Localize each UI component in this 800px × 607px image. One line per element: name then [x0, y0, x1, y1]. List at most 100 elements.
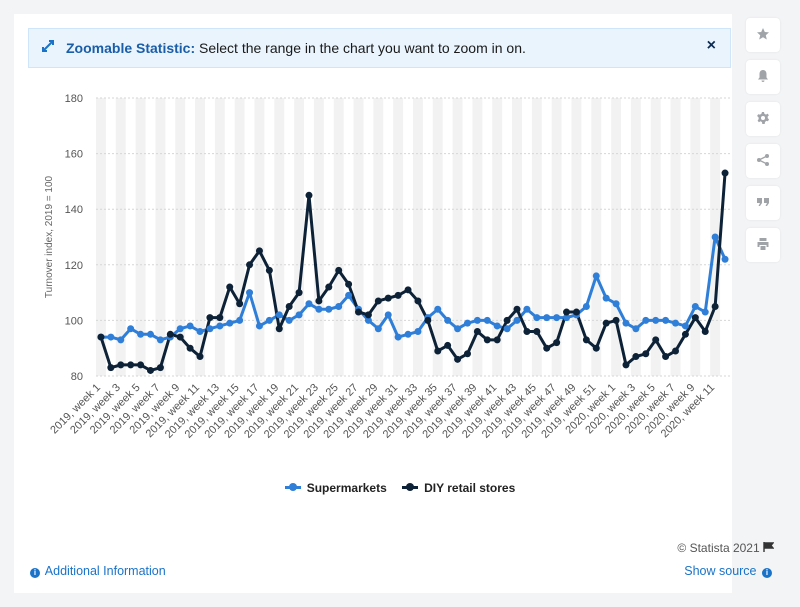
data-point-series-1[interactable] — [226, 283, 234, 291]
data-point-series-1[interactable] — [553, 339, 561, 347]
data-point-series-1[interactable] — [285, 303, 293, 310]
data-point-series-0[interactable] — [196, 328, 204, 336]
data-point-series-0[interactable] — [265, 316, 273, 324]
data-point-series-0[interactable] — [206, 325, 214, 333]
data-point-series-0[interactable] — [246, 289, 254, 297]
data-point-series-0[interactable] — [394, 333, 402, 341]
data-point-series-1[interactable] — [265, 266, 273, 274]
data-point-series-1[interactable] — [582, 336, 590, 344]
data-point-series-1[interactable] — [176, 333, 184, 341]
data-point-series-1[interactable] — [503, 316, 511, 324]
data-point-series-0[interactable] — [374, 325, 382, 333]
data-point-series-1[interactable] — [473, 328, 481, 336]
data-point-series-1[interactable] — [146, 366, 154, 374]
data-point-series-1[interactable] — [374, 297, 382, 305]
data-point-series-1[interactable] — [721, 169, 729, 177]
data-point-series-0[interactable] — [711, 233, 719, 241]
data-point-series-0[interactable] — [315, 305, 323, 313]
data-point-series-1[interactable] — [295, 289, 303, 297]
data-point-series-0[interactable] — [156, 336, 164, 344]
data-point-series-1[interactable] — [622, 361, 630, 369]
data-point-series-1[interactable] — [394, 291, 402, 299]
data-point-series-1[interactable] — [305, 191, 313, 199]
data-point-series-1[interactable] — [612, 316, 620, 324]
data-point-series-1[interactable] — [335, 266, 343, 274]
data-point-series-1[interactable] — [186, 344, 194, 352]
data-point-series-0[interactable] — [186, 322, 194, 330]
data-point-series-0[interactable] — [414, 328, 422, 336]
data-point-series-0[interactable] — [295, 311, 303, 319]
data-point-series-1[interactable] — [156, 364, 164, 372]
data-point-series-0[interactable] — [345, 291, 353, 299]
data-point-series-0[interactable] — [364, 316, 372, 324]
data-point-series-1[interactable] — [414, 297, 422, 305]
data-point-series-1[interactable] — [345, 280, 353, 288]
data-point-series-0[interactable] — [681, 322, 689, 330]
data-point-series-1[interactable] — [711, 303, 719, 310]
data-point-series-1[interactable] — [355, 308, 363, 316]
data-point-series-1[interactable] — [592, 344, 600, 352]
data-point-series-0[interactable] — [602, 294, 610, 302]
star-button[interactable] — [746, 18, 780, 52]
data-point-series-1[interactable] — [691, 314, 699, 322]
data-point-series-1[interactable] — [127, 361, 135, 369]
data-point-series-1[interactable] — [672, 347, 680, 355]
data-point-series-1[interactable] — [632, 353, 640, 361]
print-button[interactable] — [746, 228, 780, 262]
data-point-series-1[interactable] — [483, 336, 491, 344]
data-point-series-1[interactable] — [275, 325, 283, 333]
data-point-series-0[interactable] — [721, 255, 729, 263]
data-point-series-0[interactable] — [553, 314, 561, 322]
settings-button[interactable] — [746, 102, 780, 136]
data-point-series-0[interactable] — [285, 316, 293, 324]
data-point-series-1[interactable] — [364, 311, 372, 319]
data-point-series-1[interactable] — [404, 286, 412, 294]
legend-item-diy[interactable]: DIY retail stores — [402, 481, 515, 495]
data-point-series-0[interactable] — [463, 319, 471, 327]
data-point-series-1[interactable] — [681, 330, 689, 338]
data-point-series-0[interactable] — [236, 316, 244, 324]
data-point-series-1[interactable] — [572, 308, 580, 316]
data-point-series-0[interactable] — [622, 319, 630, 327]
data-point-series-0[interactable] — [493, 322, 501, 330]
data-point-series-1[interactable] — [533, 328, 541, 336]
data-point-series-0[interactable] — [434, 305, 442, 313]
data-point-series-1[interactable] — [166, 330, 174, 338]
data-point-series-1[interactable] — [137, 361, 145, 369]
data-point-series-1[interactable] — [662, 353, 670, 361]
data-point-series-0[interactable] — [642, 316, 650, 324]
data-point-series-0[interactable] — [137, 330, 145, 338]
data-point-series-0[interactable] — [543, 314, 551, 322]
data-point-series-0[interactable] — [662, 316, 670, 324]
data-point-series-0[interactable] — [107, 333, 115, 341]
data-point-series-0[interactable] — [146, 330, 154, 338]
data-point-series-1[interactable] — [315, 297, 323, 305]
data-point-series-0[interactable] — [275, 311, 283, 319]
close-icon[interactable]: × — [706, 37, 716, 54]
data-point-series-1[interactable] — [493, 336, 501, 344]
data-point-series-0[interactable] — [117, 336, 125, 344]
data-point-series-0[interactable] — [305, 300, 313, 308]
data-point-series-1[interactable] — [652, 336, 660, 344]
data-point-series-0[interactable] — [691, 303, 699, 310]
data-point-series-1[interactable] — [642, 350, 650, 358]
cite-button[interactable] — [746, 186, 780, 220]
data-point-series-1[interactable] — [325, 283, 333, 291]
data-point-series-0[interactable] — [384, 311, 392, 319]
data-point-series-1[interactable] — [463, 350, 471, 358]
share-button[interactable] — [746, 144, 780, 178]
additional-information-link[interactable]: i Additional Information — [28, 564, 166, 578]
data-point-series-1[interactable] — [444, 341, 452, 349]
data-point-series-1[interactable] — [97, 333, 105, 341]
data-point-series-0[interactable] — [701, 308, 709, 316]
data-point-series-1[interactable] — [454, 355, 462, 363]
data-point-series-1[interactable] — [216, 314, 224, 322]
data-point-series-0[interactable] — [473, 316, 481, 324]
notification-button[interactable] — [746, 60, 780, 94]
data-point-series-0[interactable] — [582, 303, 590, 310]
data-point-series-1[interactable] — [255, 247, 263, 255]
data-point-series-0[interactable] — [176, 325, 184, 333]
data-point-series-0[interactable] — [226, 319, 234, 327]
data-point-series-0[interactable] — [632, 325, 640, 333]
